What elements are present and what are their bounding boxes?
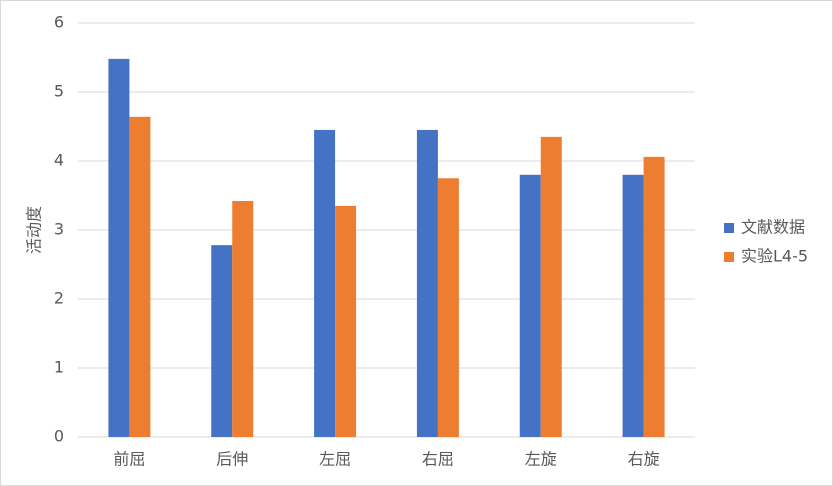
bar [643, 156, 665, 438]
legend-label: 实验L4-5 [741, 247, 808, 266]
bar [540, 136, 562, 437]
bar [416, 129, 438, 437]
y-tick-label: 0 [54, 427, 64, 446]
x-tick-label: 左旋 [525, 450, 557, 469]
bar [129, 116, 151, 437]
y-tick-label: 3 [54, 220, 64, 239]
bar [108, 58, 130, 437]
bar [314, 129, 336, 437]
bar [622, 174, 644, 438]
y-tick-label: 2 [54, 289, 64, 308]
bar [211, 245, 233, 437]
x-tick-label: 左屈 [319, 450, 351, 469]
legend-swatch [724, 223, 734, 233]
y-tick-label: 5 [54, 82, 64, 101]
bar [437, 178, 459, 437]
x-tick-label: 右旋 [628, 450, 660, 469]
y-tick-label: 4 [54, 151, 64, 170]
legend-swatch [724, 252, 734, 262]
x-tick-label: 后伸 [216, 450, 248, 469]
y-tick-label: 1 [54, 358, 64, 377]
legend-label: 文献数据 [741, 218, 805, 237]
bar [519, 174, 541, 438]
bar [335, 205, 357, 437]
bar [232, 201, 254, 437]
y-tick-label: 6 [54, 13, 64, 32]
x-tick-label: 右屈 [422, 450, 454, 469]
x-tick-label: 前屈 [113, 450, 145, 469]
y-axis-label: 活动度 [25, 206, 44, 254]
